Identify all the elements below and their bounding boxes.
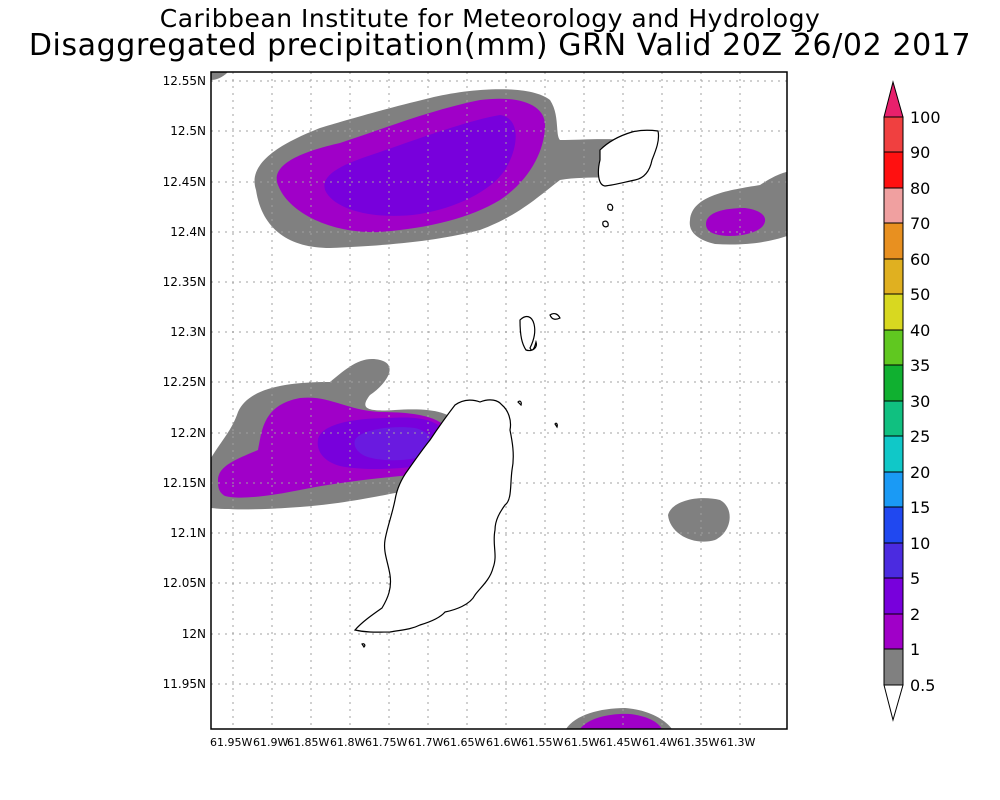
y-tick-label: 12.35N [162,275,206,289]
union-island [597,129,660,187]
cb-swatch-20-25 [883,435,904,473]
caille-islet [554,422,558,429]
y-tick-label: 12.1N [170,526,206,540]
cb-swatch-30-35 [883,364,904,402]
y-tick-label: 12.05N [162,576,206,590]
colorbar-label: 30 [910,392,931,411]
precip-zone-southeast-0_5mm [668,498,730,542]
precip-zone-corner-0_5mm [211,72,228,80]
colorbar [883,80,904,722]
colorbar-label: 0.5 [910,676,936,695]
colorbar-label: 1 [910,640,921,659]
map-grid [211,72,787,729]
colorbar-label: 20 [910,463,931,482]
y-tick-label: 12.15N [162,476,206,490]
map-frame [210,71,788,730]
colorbar-label: 5 [910,569,921,588]
y-tick-label: 12.25N [162,375,206,389]
x-tick-label: 61.45W [599,736,642,749]
colorbar-label: 40 [910,321,931,340]
precip-zone-south-1mm [580,713,662,729]
y-tick-label: 12.2N [170,426,206,440]
header-title-line1: Caribbean Institute for Meteorology and … [159,4,821,33]
canouan-islet [607,203,614,211]
cb-cap-top-100 [883,80,904,118]
precip-zone-east-1mm [706,208,766,236]
x-tick-label: 61.3W [720,736,756,749]
precip-zone-north-2mm [324,115,516,216]
petite-martinique-island [549,312,561,320]
header-title-line2: Disaggregated precipitation(mm) GRN Vali… [28,28,972,63]
colorbar-label: 10 [910,534,931,553]
coastlines [353,129,660,648]
cb-swatch-2-5 [883,577,904,615]
calivigny-islet [361,643,366,648]
cb-swatch-25-30 [883,400,904,437]
cb-swatch-1-2 [883,613,904,650]
cb-swatch-90-100 [883,116,904,153]
colorbar-label: 80 [910,179,931,198]
colorbar-label: 35 [910,356,931,375]
precip-zone-west-5mm [354,427,433,461]
x-tick-label: 61.6W [486,736,522,749]
cb-swatch-15-20 [883,471,904,508]
colorbar-label: 15 [910,498,931,517]
y-tick-label: 12.45N [162,175,206,189]
colorbar-label: 70 [910,214,931,233]
x-tick-label: 61.65W [443,736,486,749]
cb-swatch-5-10 [883,542,904,579]
grenada-island [353,399,514,633]
x-tick-label: 61.8W [330,736,366,749]
cb-cap-bottom-0_5 [883,684,904,722]
y-tick-label: 12.4N [170,225,206,239]
colorbar-label: 50 [910,285,931,304]
cb-swatch-0_5-1 [883,648,904,686]
y-tick-label: 12.5N [170,124,206,138]
y-tick-label: 11.95N [162,677,206,691]
mustique-islet [602,220,609,228]
x-tick-label: 61.95W [210,736,253,749]
x-tick-label: 61.55W [521,736,564,749]
colorbar-label: 60 [910,250,931,269]
x-tick-label: 61.9W [253,736,289,749]
cb-swatch-70-80 [883,187,904,224]
cb-swatch-35-40 [883,329,904,366]
ronde-islet [517,400,522,407]
carriacou-island [519,315,537,352]
y-tick-label: 12.3N [170,325,206,339]
x-tick-label: 61.4W [642,736,678,749]
cb-swatch-40-50 [883,293,904,331]
x-tick-label: 61.85W [287,736,330,749]
cb-swatch-50-60 [883,258,904,295]
x-tick-label: 61.35W [677,736,720,749]
cb-swatch-10-15 [883,506,904,544]
colorbar-label: 25 [910,427,931,446]
colorbar-label: 100 [910,108,941,127]
colorbar-label: 90 [910,143,931,162]
cb-swatch-60-70 [883,222,904,260]
x-tick-label: 61.5W [564,736,600,749]
cb-swatch-80-90 [883,151,904,189]
y-tick-label: 12.55N [162,74,206,88]
colorbar-label: 2 [910,605,921,624]
x-tick-label: 61.7W [408,736,444,749]
y-tick-label: 12N [181,627,206,641]
x-tick-label: 61.75W [365,736,408,749]
